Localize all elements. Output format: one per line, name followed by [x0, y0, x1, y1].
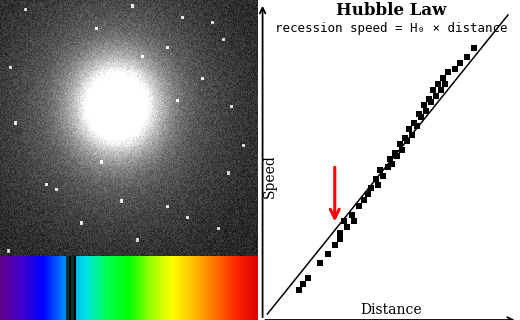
Point — [391, 150, 399, 155]
Point — [415, 111, 423, 116]
Point — [427, 99, 435, 104]
Point — [398, 147, 406, 152]
Point — [444, 69, 452, 74]
Point — [451, 66, 459, 71]
Point — [429, 87, 437, 92]
Point — [335, 231, 344, 236]
Point — [405, 126, 413, 131]
Point — [400, 135, 409, 140]
Point — [371, 177, 380, 182]
Point — [434, 81, 443, 86]
Point — [463, 54, 471, 60]
Point — [359, 198, 368, 203]
Point — [417, 114, 425, 119]
Text: Hubble Law: Hubble Law — [336, 2, 447, 19]
Point — [294, 288, 303, 293]
Point — [384, 165, 392, 170]
Point — [422, 108, 431, 113]
Point — [410, 120, 418, 125]
Point — [436, 87, 445, 92]
Point — [388, 162, 397, 167]
Point — [300, 282, 308, 287]
Text: Speed: Speed — [263, 154, 277, 198]
Point — [379, 174, 387, 179]
Point — [396, 141, 404, 146]
Point — [403, 138, 411, 143]
Text: recession speed = H₀ × distance: recession speed = H₀ × distance — [275, 22, 508, 36]
Point — [316, 260, 324, 266]
Point — [323, 252, 332, 257]
Point — [343, 225, 351, 230]
Point — [335, 237, 344, 242]
Point — [350, 219, 358, 224]
Point — [432, 93, 440, 98]
Point — [420, 102, 428, 107]
Point — [304, 276, 313, 281]
Point — [365, 192, 373, 197]
Point — [470, 45, 478, 51]
Point — [374, 183, 382, 188]
Point — [340, 219, 348, 224]
Text: Distance: Distance — [360, 303, 422, 317]
Point — [439, 75, 447, 80]
Point — [424, 96, 433, 101]
Point — [376, 168, 385, 173]
Point — [408, 132, 416, 137]
Point — [412, 123, 421, 128]
Point — [441, 81, 450, 86]
Point — [331, 243, 339, 248]
Point — [393, 153, 401, 158]
Point — [456, 60, 464, 65]
Point — [355, 204, 363, 209]
Point — [367, 186, 375, 191]
Point — [347, 213, 356, 218]
Point — [386, 156, 394, 161]
